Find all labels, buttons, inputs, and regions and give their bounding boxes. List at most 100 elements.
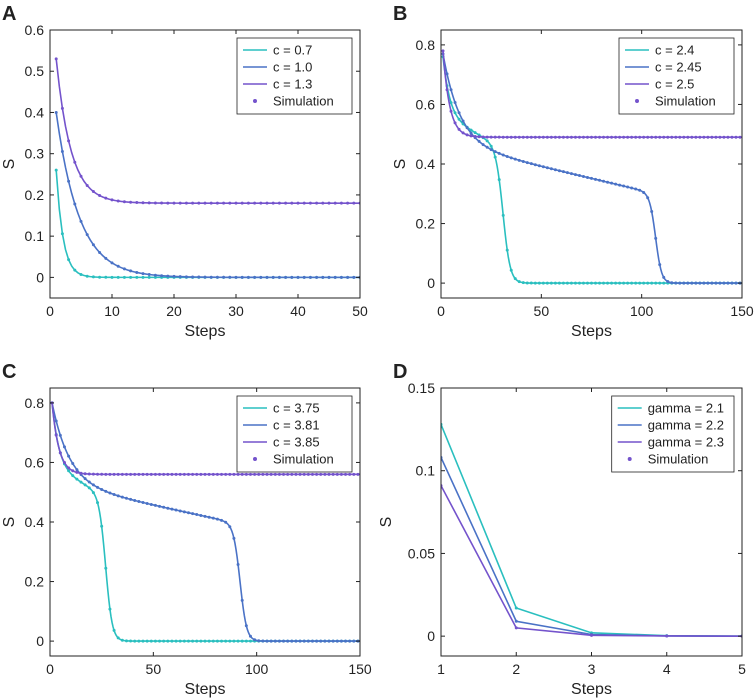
- simulation-point: [135, 270, 139, 274]
- simulation-point: [308, 201, 312, 205]
- simulation-point: [569, 172, 573, 176]
- simulation-point: [306, 639, 310, 643]
- simulation-point: [79, 219, 83, 223]
- simulation-point: [333, 275, 337, 279]
- simulation-point: [453, 121, 457, 125]
- simulation-point: [545, 166, 549, 170]
- simulation-point: [79, 174, 83, 178]
- legend-simulation-label: Simulation: [273, 94, 334, 109]
- simulation-point: [537, 135, 541, 139]
- simulation-point: [339, 275, 343, 279]
- simulation-point: [182, 472, 186, 476]
- simulation-point: [654, 135, 658, 139]
- simulation-point: [323, 472, 327, 476]
- simulation-point: [166, 472, 170, 476]
- simulation-point: [602, 281, 606, 285]
- simulation-point: [718, 281, 722, 285]
- simulation-point: [62, 461, 66, 465]
- simulation-point: [573, 173, 577, 177]
- simulation-point: [137, 500, 141, 504]
- legend: c = 3.75 c = 3.81 c = 3.85 Simulation: [236, 395, 353, 473]
- simulation-point: [149, 472, 153, 476]
- simulation-point: [549, 281, 553, 285]
- simulation-point: [224, 639, 228, 643]
- simulation-point: [654, 281, 658, 285]
- simulation-point: [569, 135, 573, 139]
- legend-label-2: c = 2.45: [655, 60, 702, 75]
- simulation-point: [356, 472, 360, 476]
- plot-area: [441, 422, 742, 638]
- legend: gamma = 2.1 gamma = 2.2 gamma = 2.3 Simulat…: [611, 395, 735, 473]
- simulation-point: [133, 472, 137, 476]
- simulation-point: [129, 200, 133, 204]
- simulation-point: [122, 267, 126, 271]
- simulation-point: [308, 275, 312, 279]
- simulation-point: [298, 639, 302, 643]
- x-tick-label: 1: [437, 661, 445, 677]
- simulation-point: [98, 250, 102, 254]
- simulation-point: [610, 181, 614, 185]
- simulation-point: [509, 135, 513, 139]
- simulation-point: [87, 480, 91, 484]
- simulation-point: [610, 281, 614, 285]
- simulation-point: [465, 133, 469, 137]
- simulation-point: [302, 275, 306, 279]
- simulation-point: [172, 274, 176, 278]
- simulation-point: [160, 201, 164, 205]
- simulation-point: [501, 135, 505, 139]
- simulation-point: [286, 472, 290, 476]
- simulation-point: [199, 639, 203, 643]
- y-tick-label: 0.3: [25, 146, 45, 162]
- simulation-point: [282, 472, 286, 476]
- simulation-point: [310, 639, 314, 643]
- simulation-points-3: [50, 401, 360, 476]
- simulation-point: [339, 639, 343, 643]
- simulation-point: [228, 525, 232, 529]
- simulation-point: [232, 536, 236, 540]
- simulation-point: [726, 281, 730, 285]
- simulation-points-3: [54, 57, 360, 205]
- simulation-point: [352, 201, 356, 205]
- simulation-point: [67, 469, 71, 473]
- simulation-points-2: [54, 110, 360, 279]
- simulation-point: [253, 638, 257, 642]
- simulation-point: [158, 639, 162, 643]
- simulation-point: [525, 135, 529, 139]
- simulation-point: [738, 135, 742, 139]
- simulation-point: [614, 182, 618, 186]
- simulation-point: [529, 162, 533, 166]
- simulation-point: [166, 639, 170, 643]
- simulation-point: [170, 472, 174, 476]
- simulation-point: [116, 494, 120, 498]
- simulation-point: [594, 281, 598, 285]
- simulation-point: [120, 495, 124, 499]
- simulation-point: [638, 188, 642, 192]
- simulation-point: [73, 160, 77, 164]
- simulation-point: [694, 135, 698, 139]
- simulation-point: [75, 470, 79, 474]
- simulation-point: [493, 155, 497, 159]
- simulation-point: [346, 201, 350, 205]
- simulation-point: [545, 135, 549, 139]
- y-tick-label: 0: [36, 269, 44, 285]
- simulation-point: [509, 268, 513, 272]
- simulation-point: [327, 201, 331, 205]
- simulation-point: [561, 170, 565, 174]
- simulation-point: [112, 628, 116, 632]
- simulation-point: [670, 281, 674, 285]
- simulation-point: [505, 154, 509, 158]
- simulation-point: [481, 135, 485, 139]
- simulation-point: [174, 508, 178, 512]
- y-tick-label: 0.5: [25, 63, 45, 79]
- simulation-point: [514, 626, 518, 630]
- x-tick-label: 50: [352, 303, 368, 319]
- simulation-point: [581, 281, 585, 285]
- x-axis-label: Steps: [185, 323, 226, 340]
- simulation-point: [514, 619, 518, 623]
- simulation-point: [310, 472, 314, 476]
- legend-simulation-marker: [635, 99, 639, 103]
- legend-label-3: gamma = 2.3: [648, 435, 724, 450]
- simulation-point: [145, 502, 149, 506]
- simulation-point: [319, 472, 323, 476]
- simulation-point: [714, 135, 718, 139]
